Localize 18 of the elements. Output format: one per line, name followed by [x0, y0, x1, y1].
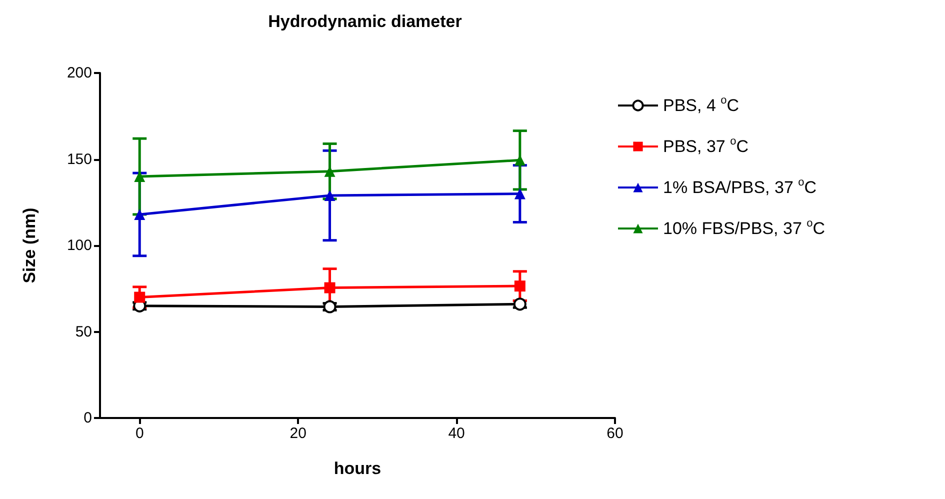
x-tick-label: 40	[448, 425, 465, 442]
x-tick-label: 20	[290, 425, 306, 442]
x-tick-label: 60	[606, 425, 624, 442]
x-axis-title: hours	[334, 459, 382, 478]
y-tick-label: 150	[66, 150, 92, 168]
point	[134, 292, 146, 303]
y-tick-label: 50	[75, 323, 92, 340]
point	[514, 188, 526, 200]
y-tick-label: 200	[66, 64, 92, 82]
point	[324, 282, 336, 294]
chart-title: Hydrodynamic diameter	[268, 12, 462, 31]
x-tick-label: 0	[135, 425, 144, 442]
point	[324, 190, 336, 201]
y-tick-label: 0	[84, 410, 92, 426]
point	[134, 208, 146, 220]
point	[514, 280, 526, 292]
y-axis-title: Size (nm)	[20, 208, 39, 284]
y-tick-label: 100	[66, 237, 92, 254]
